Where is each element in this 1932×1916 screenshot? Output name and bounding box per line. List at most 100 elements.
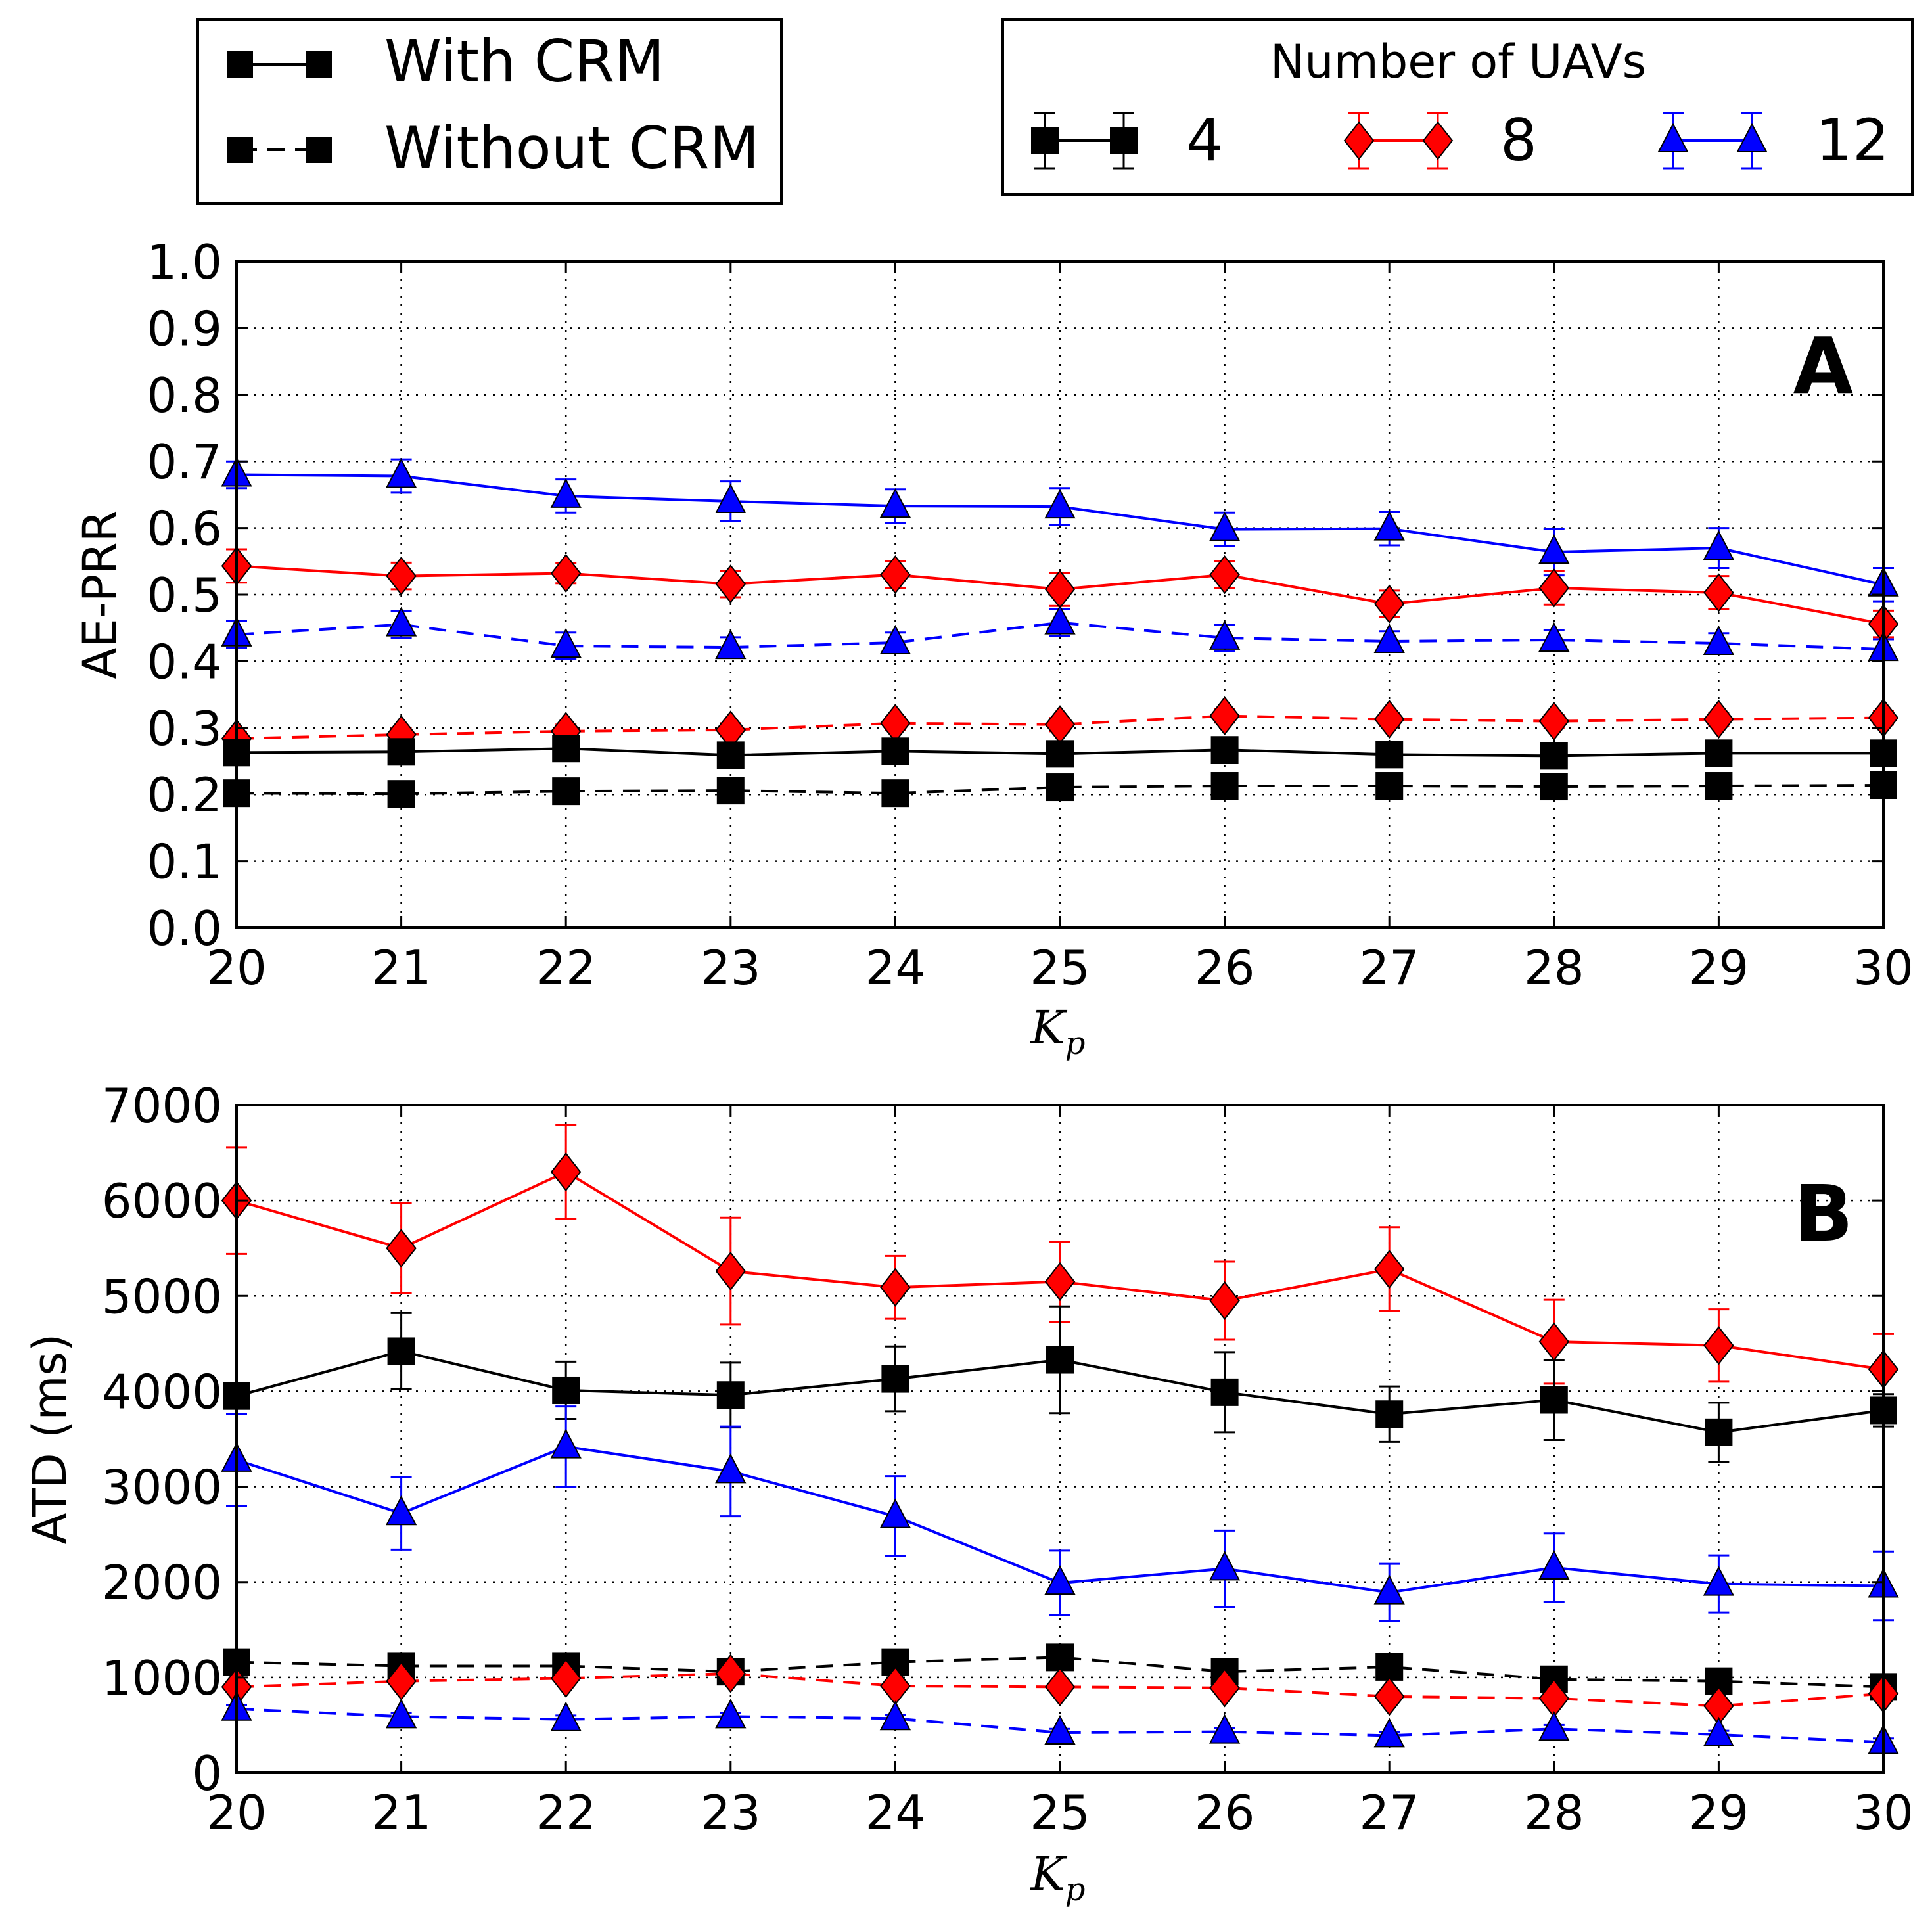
data-point: [550, 1701, 582, 1731]
panel-b-x-axis-title-main: K: [1029, 1847, 1067, 1901]
data-point: [387, 738, 415, 766]
data-point: [1373, 1250, 1405, 1289]
data-point: [1703, 1326, 1734, 1365]
data-point: [879, 624, 911, 655]
x-tick-label: 28: [1524, 1785, 1584, 1840]
data-point: [550, 1152, 582, 1192]
x-tick-label: 26: [1195, 1785, 1255, 1840]
x-tick-label: 24: [865, 1785, 926, 1840]
data-point: [1540, 1386, 1568, 1414]
series-8-uavs-without-crm: [221, 1654, 1899, 1726]
panel-a-series: [221, 457, 1899, 808]
data-point: [385, 1699, 417, 1729]
data-point: [1210, 736, 1239, 764]
data-point: [715, 483, 747, 514]
data-point: [550, 553, 582, 593]
data-point: [550, 1428, 582, 1459]
data-point: [879, 1700, 911, 1731]
data-point: [1044, 1262, 1076, 1302]
panel-b-x-tick-labels: 20 21 22 23 24 25 26 27 28 29 30: [206, 1785, 1914, 1840]
legend-uavs-title: Number of UAVs: [1270, 35, 1646, 89]
data-point: [1044, 1714, 1076, 1745]
data-point: [1703, 699, 1734, 739]
data-point: [385, 1495, 417, 1526]
x-tick-label: 20: [206, 1785, 267, 1840]
legend-sample-marker: [1422, 121, 1454, 160]
panel-a-x-axis-title: Kp: [1029, 1001, 1085, 1062]
y-tick-label: 0.1: [147, 834, 222, 890]
data-point: [1538, 702, 1570, 741]
panel-b-label: B: [1794, 1168, 1853, 1259]
data-point: [1044, 1565, 1076, 1595]
data-point: [1538, 622, 1570, 652]
data-point: [1208, 1551, 1241, 1581]
data-point: [1373, 584, 1405, 624]
data-point: [1375, 741, 1404, 769]
y-tick-label: 3000: [102, 1460, 222, 1515]
panel-a-label: A: [1793, 321, 1853, 411]
data-point: [1375, 1400, 1404, 1428]
data-point: [879, 1498, 911, 1528]
data-point: [715, 564, 747, 604]
data-point: [879, 488, 911, 518]
data-point: [1705, 739, 1733, 767]
legend-sample-marker: [1736, 122, 1768, 152]
panel-b-y-axis-title: ATD (ms): [23, 1334, 77, 1545]
data-point: [385, 606, 417, 637]
panel-b-series: [221, 1124, 1899, 1754]
data-point: [1705, 772, 1733, 800]
data-point: [550, 478, 582, 508]
data-point: [387, 1337, 415, 1365]
data-point: [1705, 1418, 1733, 1446]
legend-with-crm-label: With CRM: [384, 28, 664, 95]
legend-sample-marker: [1110, 127, 1138, 154]
data-point: [1703, 573, 1734, 612]
legend-sample-marker: [1031, 127, 1059, 154]
panel-b-x-axis-title-sub: p: [1065, 1871, 1086, 1908]
legend-uav-8-label: 8: [1500, 106, 1537, 174]
x-tick-label: 22: [536, 940, 596, 995]
legend-line-style: With CRM Without CRM: [196, 18, 783, 205]
data-point: [1373, 699, 1405, 739]
data-point: [1375, 772, 1404, 800]
data-point: [1209, 1668, 1240, 1708]
legend-with-crm-sample: [227, 51, 332, 78]
x-tick-label: 23: [701, 1785, 761, 1840]
data-point: [1373, 511, 1405, 541]
data-point: [1046, 740, 1074, 768]
x-tick-label: 30: [1853, 1785, 1914, 1840]
panel-b-x-axis-title: Kp: [1029, 1847, 1085, 1908]
legend-uavs: Number of UAVs 4 8 12: [1001, 18, 1914, 196]
data-point: [1046, 1346, 1074, 1374]
data-point: [1373, 1677, 1405, 1716]
data-point: [881, 737, 909, 765]
data-point: [1210, 772, 1239, 800]
legend-uav-4-sample: [1031, 112, 1138, 170]
data-point: [880, 555, 911, 595]
data-point: [386, 556, 417, 596]
data-point: [1044, 604, 1076, 635]
data-point: [1210, 1378, 1239, 1406]
data-point: [1209, 1281, 1240, 1321]
y-tick-label: 0.2: [147, 767, 222, 823]
legend-without-crm-sample: [227, 137, 332, 163]
y-tick-label: 0.7: [147, 434, 222, 490]
data-point: [1703, 625, 1735, 656]
y-tick-label: 4000: [102, 1364, 222, 1419]
y-tick-label: 5000: [102, 1269, 222, 1324]
data-point: [386, 1229, 417, 1268]
data-point: [550, 1658, 582, 1698]
x-tick-label: 27: [1359, 940, 1419, 995]
data-point: [1538, 534, 1570, 564]
y-tick-label: 0.5: [147, 568, 222, 623]
data-point: [1375, 1653, 1404, 1681]
series-8-uavs-with-crm: [221, 546, 1899, 644]
data-point: [1538, 1711, 1570, 1741]
x-tick-label: 30: [1853, 940, 1914, 995]
panel-a: 0.0 0.1 0.2 0.3 0.4 0.5 0.6 0.7 0.8 0.9 1.0 20 21 22…: [73, 235, 1914, 1062]
panel-b-y-tick-labels: 0 1000 2000 3000 4000 5000 6000 7000: [102, 1078, 222, 1801]
data-point: [1538, 568, 1570, 608]
y-tick-label: 1.0: [147, 235, 222, 290]
y-tick-label: 0.4: [147, 634, 222, 689]
